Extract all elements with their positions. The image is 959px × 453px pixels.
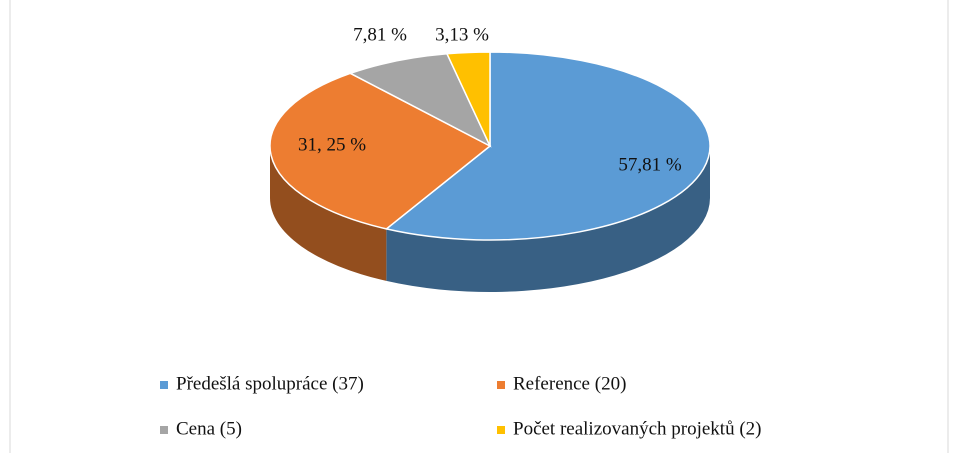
pie-sides (270, 146, 710, 292)
data-label: 3,13 % (435, 24, 489, 45)
pie-side (386, 146, 710, 292)
pie-tops (269, 51, 711, 241)
legend-label: Předešlá spolupráce (37) (176, 373, 364, 394)
legend-label: Reference (20) (513, 373, 626, 394)
data-labels: 57,81 % 31, 25 % 7,81 % 3,13 % (298, 24, 682, 175)
pie-side (270, 146, 387, 281)
data-label: 31, 25 % (298, 134, 366, 155)
legend-marker (160, 426, 168, 434)
legend-marker (160, 381, 168, 389)
legend: Předešlá spolupráce (37) Reference (20) Ce… (160, 373, 761, 439)
data-label: 7,81 % (353, 24, 407, 45)
legend-marker (497, 381, 505, 389)
pie-slice (445, 51, 491, 147)
pie-slice (384, 51, 711, 241)
pie-slice (269, 72, 492, 230)
legend-marker (497, 426, 505, 434)
data-label: 57,81 % (618, 154, 682, 175)
legend-label: Cena (5) (176, 418, 242, 439)
pie-slice (348, 53, 492, 148)
legend-label: Počet realizovaných projektů (2) (513, 418, 761, 439)
